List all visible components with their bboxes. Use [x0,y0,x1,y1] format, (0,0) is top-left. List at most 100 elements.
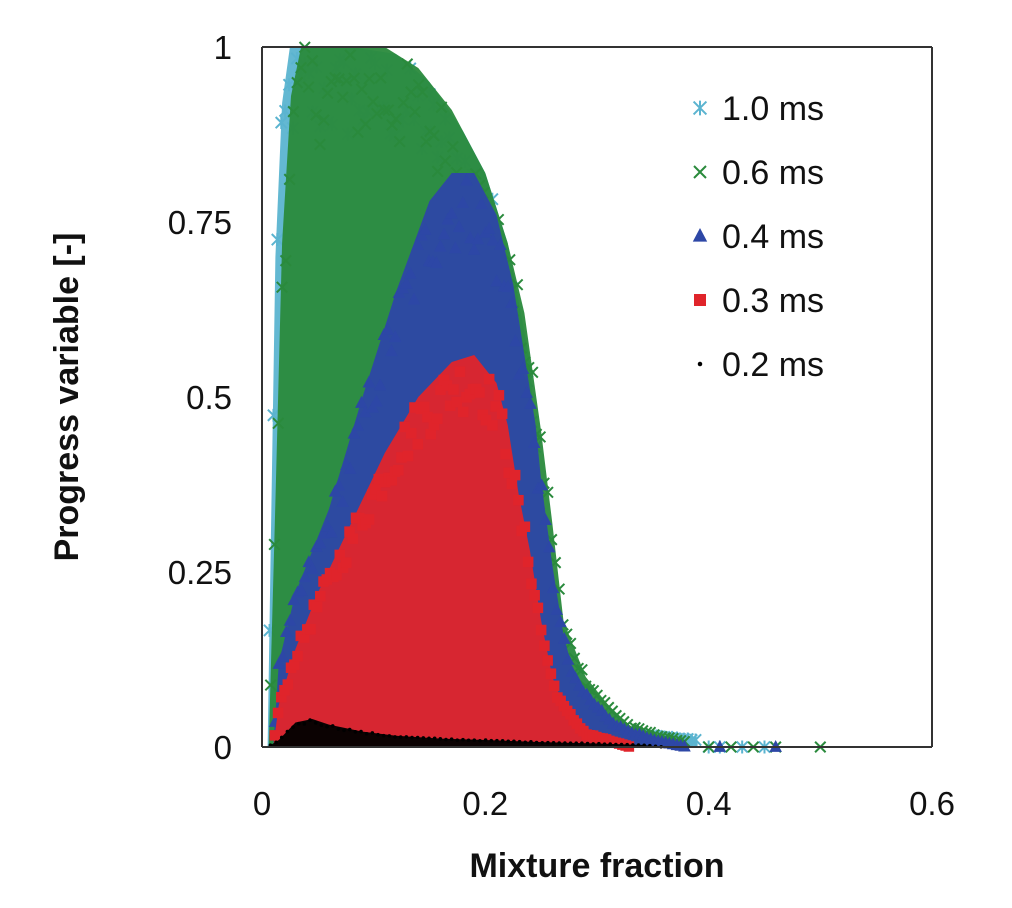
data-point [568,741,573,745]
data-point [501,280,515,293]
data-point [475,197,488,210]
x-tick-label: 0.4 [686,785,732,822]
data-point [483,738,488,742]
data-point [381,733,386,738]
data-point [575,663,588,676]
legend-label: 0.2 ms [722,346,824,384]
data-point [432,736,437,741]
data-point [460,173,473,186]
data-point [535,478,549,491]
data-point [563,741,567,745]
data-point [472,738,477,743]
data-point [317,114,330,127]
data-point [539,513,552,526]
legend-label: 1.0 ms [722,90,824,128]
data-point [381,323,395,335]
data-point [557,631,571,644]
legend-label: 0.4 ms [722,218,824,256]
data-point [513,494,524,506]
legend-item: 0.6 ms [693,154,824,192]
data-point [393,135,406,148]
data-point [493,390,505,401]
data-point [431,165,444,178]
data-point [561,652,575,665]
data-point [466,738,471,743]
data-point [393,735,397,739]
data-point [471,232,485,245]
data-point [348,72,361,85]
data-point [310,108,323,121]
data-point [478,739,482,743]
data-point [354,512,365,524]
data-point [347,426,361,439]
data-point [397,96,410,109]
tick-labels: 0 0.2 0.4 0.6 0 0.25 0.5 0.75 1 [168,29,955,822]
data-point [272,707,284,719]
data-point [321,574,333,585]
data-point [430,256,443,269]
data-point [625,742,629,747]
data-point [402,450,414,462]
data-point [359,118,372,131]
data-point [519,521,531,532]
data-point [678,739,691,752]
data-point [264,679,277,691]
data-point [506,478,518,489]
legend-label: 0.3 ms [722,282,824,320]
data-point [557,741,562,745]
data-point [511,278,524,291]
data-point [438,737,443,741]
data-point [287,105,300,118]
data-point [362,375,376,388]
data-point [555,695,566,707]
data-point [455,738,460,742]
data-point [434,239,447,252]
data-point [636,743,641,747]
data-point [387,734,392,738]
data-point [271,233,284,247]
data-point [370,394,383,407]
data-point [409,402,420,413]
data-point [445,206,458,219]
legend-item: 1.0 ms [692,90,824,128]
data-point [631,743,635,747]
data-point [421,736,426,740]
data-point [313,536,327,549]
legend: 1.0 ms 0.6 ms 0.4 ms 0.3 ms 0.2 ms [692,90,824,384]
data-point [340,74,353,87]
data-point [274,740,278,745]
data-point [516,361,530,374]
data-point [503,467,514,479]
data-point [449,737,454,742]
data-point [420,135,433,148]
data-point [268,538,281,551]
legend-marker-square [694,294,706,306]
data-point [400,276,413,289]
data-point [529,589,540,601]
data-point [457,406,469,418]
data-point [494,238,507,250]
data-point [364,731,369,736]
data-point [321,87,334,100]
data-point [341,557,352,568]
data-point [619,742,624,747]
data-point [313,138,326,151]
data-point [444,400,456,411]
data-point [331,569,342,581]
data-point [272,417,285,430]
data-point [580,741,584,746]
data-point [363,72,376,85]
axes [261,46,933,748]
data-point [315,590,326,602]
data-point [532,602,544,614]
data-point [305,624,316,635]
data-point [342,728,346,733]
data-point [418,401,430,413]
data-point [306,54,319,67]
data-point [540,741,545,745]
data-point [482,221,496,234]
data-point [330,724,335,728]
data-point [713,740,727,752]
